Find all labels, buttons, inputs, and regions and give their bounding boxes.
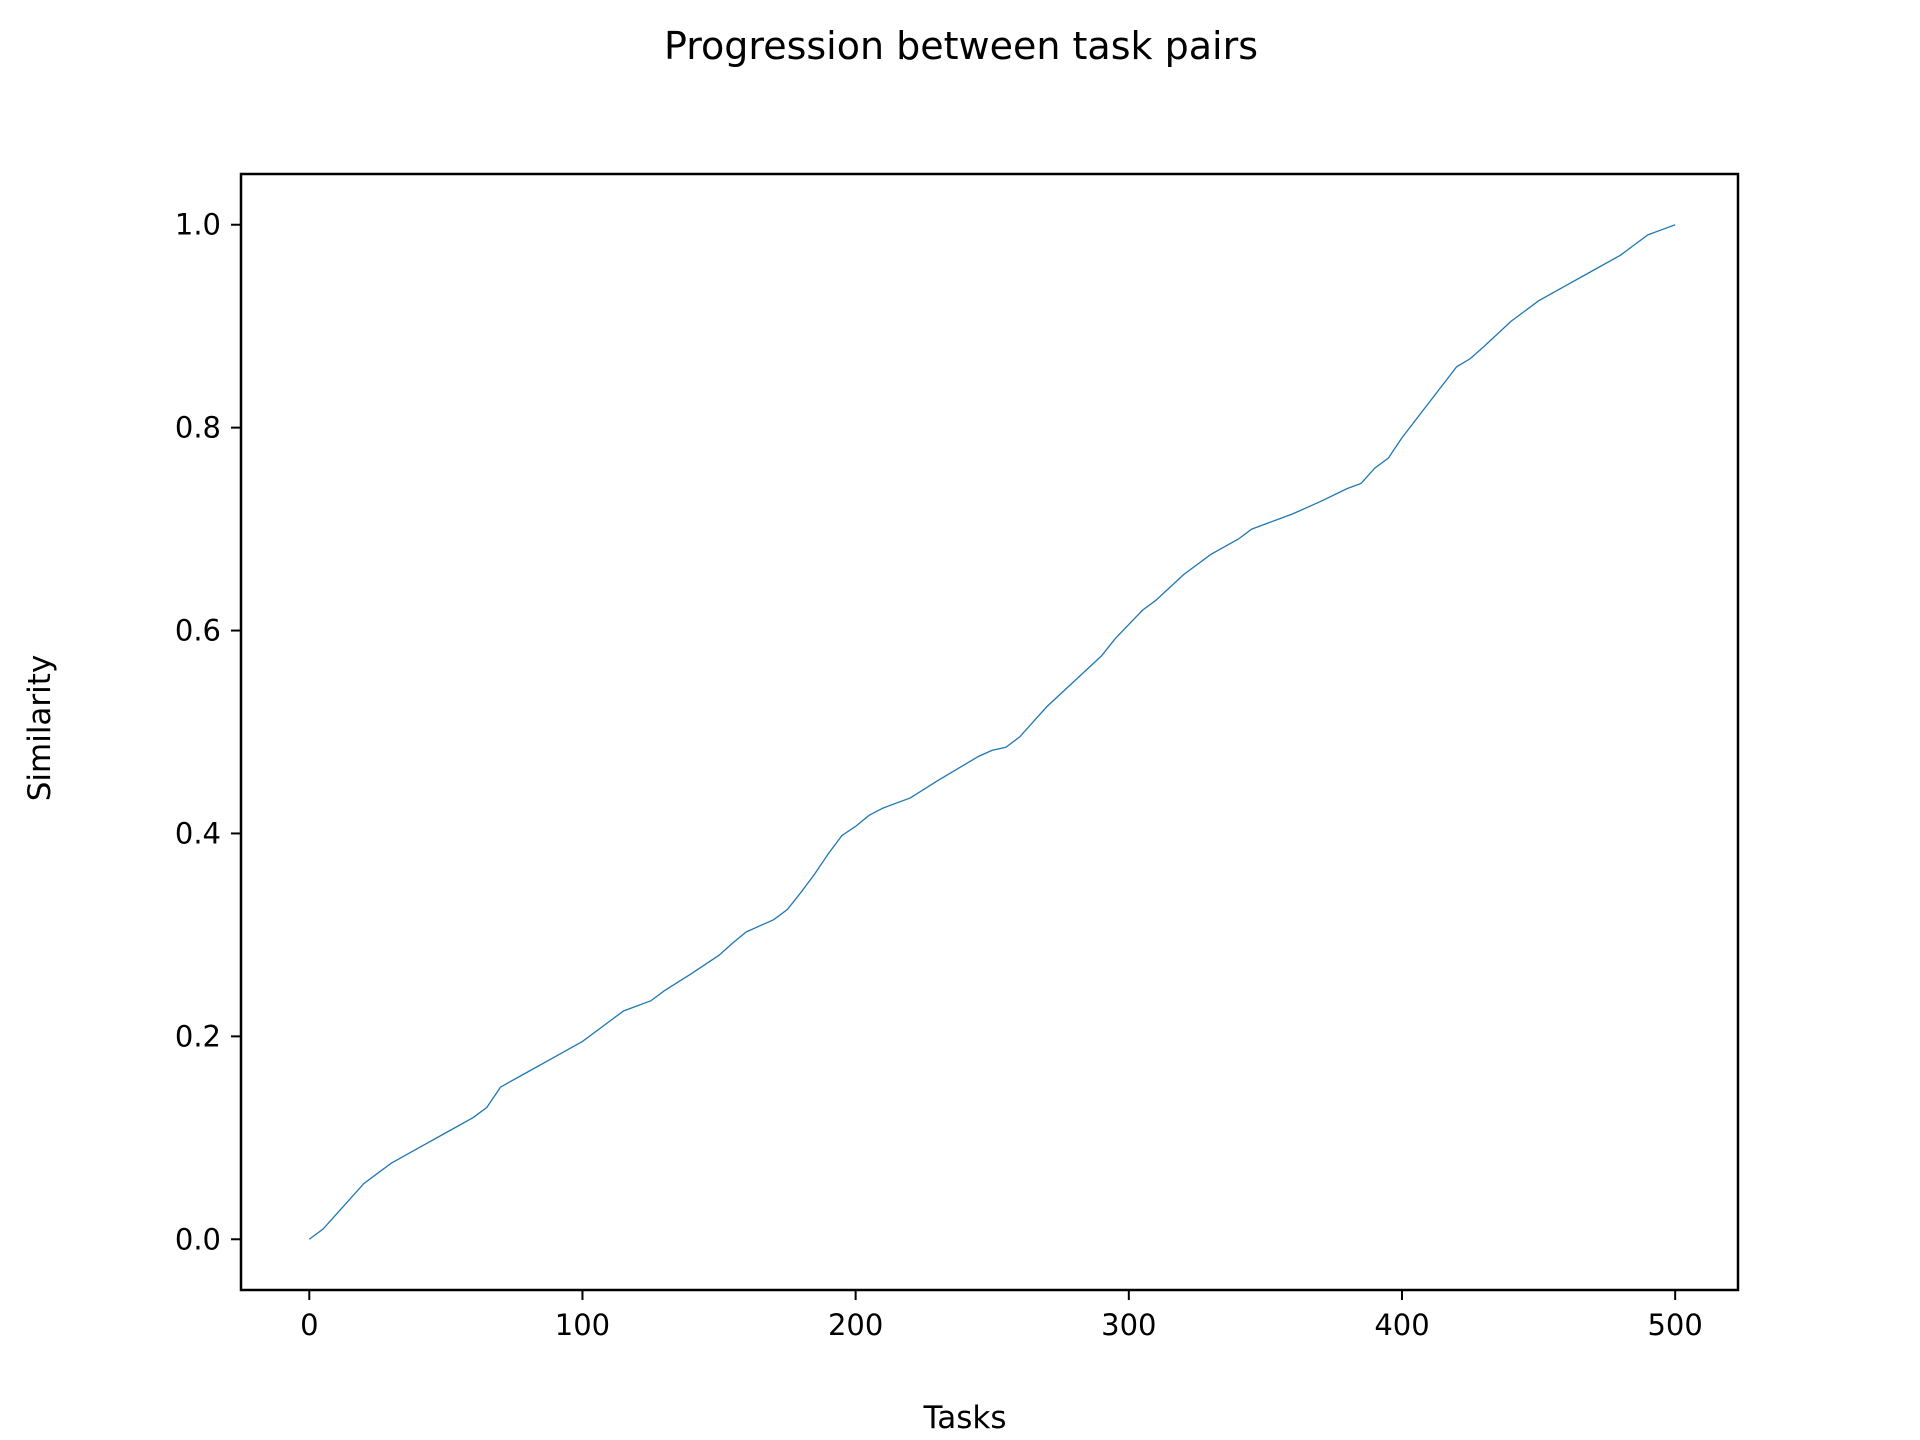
x-axis-ticks: 0 100 200 300 400 500: [300, 1290, 1703, 1342]
chart-title: Progression between task pairs: [664, 24, 1258, 68]
x-tick-label: 0: [300, 1308, 318, 1342]
y-tick-label: 0.8: [175, 411, 221, 445]
y-tick-label: 1.0: [175, 208, 221, 242]
plot-area-frame: [239, 172, 1740, 1292]
y-tick-label: 0.4: [175, 816, 221, 850]
y-axis-label: Similarity: [22, 655, 58, 802]
y-tick-label: 0.6: [175, 614, 221, 648]
x-axis-label: Tasks: [922, 1400, 1006, 1436]
y-tick-label: 0.2: [175, 1019, 221, 1053]
x-tick-label: 200: [828, 1308, 883, 1342]
similarity-series-line: [308, 224, 1676, 1240]
y-axis-ticks: 0.0 0.2 0.4 0.6 0.8 1.0: [175, 208, 241, 1256]
x-tick-label: 500: [1647, 1308, 1702, 1342]
y-tick-label: 0.0: [175, 1222, 221, 1256]
x-tick-label: 100: [555, 1308, 610, 1342]
x-tick-label: 400: [1374, 1308, 1429, 1342]
x-tick-label: 300: [1101, 1308, 1156, 1342]
